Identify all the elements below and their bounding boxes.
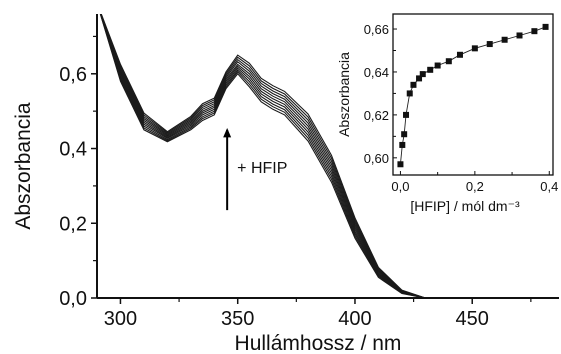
- inset-data-point: [471, 45, 478, 52]
- spectrum-line-3: [99, 14, 559, 298]
- inset-data-point: [542, 23, 549, 30]
- inset-data-point: [419, 71, 426, 78]
- inset-data-point: [456, 51, 463, 58]
- y-axis-title: Abszorbancia: [12, 102, 35, 230]
- inset-data-point: [516, 32, 523, 39]
- spectrum-line-7: [100, 14, 559, 298]
- inset-y-tick-label: 0,62: [364, 108, 389, 123]
- inset-x-axis-title: [HFIP] / mól dm⁻³: [410, 198, 520, 214]
- spectrum-line-2: [99, 14, 559, 298]
- inset-data-point: [434, 62, 441, 69]
- inset-x-tick-label: 0,0: [391, 179, 409, 194]
- inset-y-tick-label: 0,64: [364, 65, 389, 80]
- inset-data-point: [399, 141, 406, 148]
- spectra-lines: [99, 14, 559, 298]
- spectrum-line-1: [99, 14, 559, 298]
- inset-data-point: [416, 75, 423, 82]
- hfip-annotation: + HFIP: [237, 160, 287, 177]
- inset-data-point: [486, 41, 493, 48]
- inset-data-point: [445, 58, 452, 65]
- spectrum-line-9: [100, 14, 559, 298]
- inset-y-tick-label: 0,60: [364, 151, 389, 166]
- inset-data-point: [397, 161, 404, 168]
- y-tick-label: 0,4: [59, 139, 87, 161]
- x-axis-title: Hullámhossz / nm: [235, 332, 402, 354]
- inset-data-point: [406, 90, 413, 97]
- inset-data-point: [403, 111, 410, 118]
- spectrum-line-4: [100, 14, 559, 298]
- inset-frame: [392, 13, 554, 176]
- inset-y-axis-title: Abszorbancia: [336, 52, 352, 137]
- inset-data-point: [410, 81, 417, 88]
- inset-data-point: [501, 36, 508, 43]
- x-tick-label: 350: [221, 308, 254, 330]
- inset-plot: 0,0 0,2 0,4 0,60 0,62 0,64 0,66 [HFIP] / mól dm…: [336, 13, 558, 214]
- inset-data-point: [531, 28, 538, 35]
- x-tick-label: 300: [104, 308, 137, 330]
- spectrum-line-6: [100, 14, 559, 298]
- spectrum-line-5: [100, 14, 559, 298]
- y-tick-label: 0,0: [59, 288, 87, 310]
- inset-y-tick-label: 0,66: [364, 22, 389, 37]
- inset-data-point: [427, 66, 434, 73]
- spectrum-line-8: [100, 14, 559, 298]
- spectrum-line-10: [100, 14, 559, 298]
- main-plot: 300 350 400 450 0,0 0,2 0,4 0,6 Hullámhossz / nm…: [12, 14, 559, 354]
- inset-data-point: [401, 131, 408, 138]
- inset-x-tick-label: 0,2: [466, 179, 484, 194]
- x-tick-label: 450: [456, 308, 489, 330]
- inset-x-tick-label: 0,4: [540, 179, 558, 194]
- y-tick-label: 0,2: [59, 213, 87, 235]
- hfip-arrow-head: [223, 127, 232, 138]
- y-tick-label: 0,6: [59, 64, 87, 86]
- x-tick-label: 400: [338, 308, 371, 330]
